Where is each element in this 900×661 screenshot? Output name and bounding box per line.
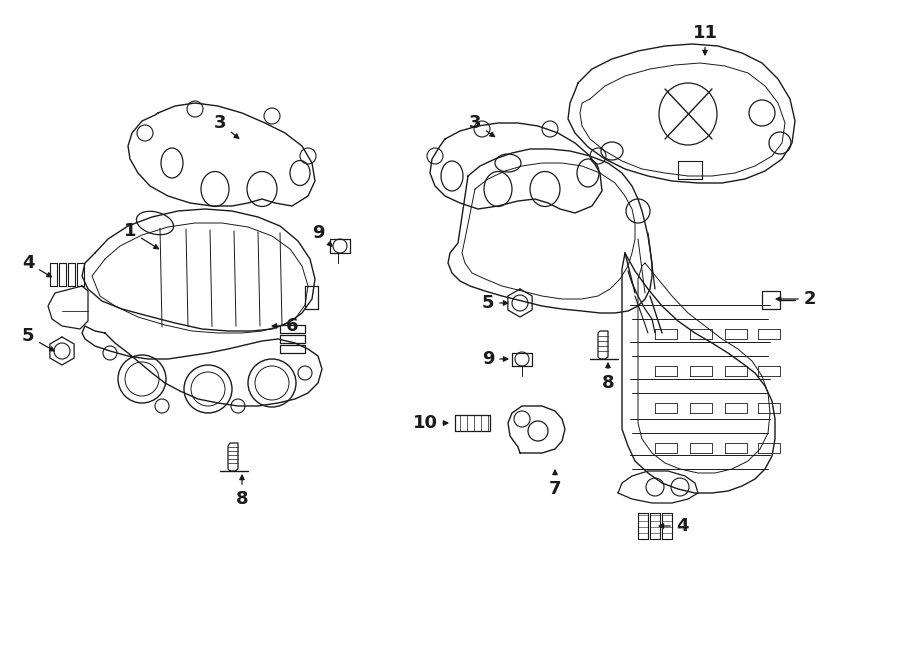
Text: 4: 4 [22,254,51,277]
Text: 9: 9 [311,224,332,246]
Text: 1: 1 [124,222,158,249]
Text: 8: 8 [236,475,248,508]
Text: 6: 6 [272,317,298,335]
Text: 3: 3 [214,114,238,138]
Text: 5: 5 [22,327,54,351]
Text: 3: 3 [469,114,495,137]
Text: 2: 2 [776,290,816,308]
Text: 9: 9 [482,350,508,368]
Text: 7: 7 [549,470,562,498]
Text: 11: 11 [692,24,717,55]
Text: 4: 4 [659,517,688,535]
Text: 8: 8 [602,363,615,392]
Text: 10: 10 [412,414,448,432]
Text: 5: 5 [482,294,508,312]
